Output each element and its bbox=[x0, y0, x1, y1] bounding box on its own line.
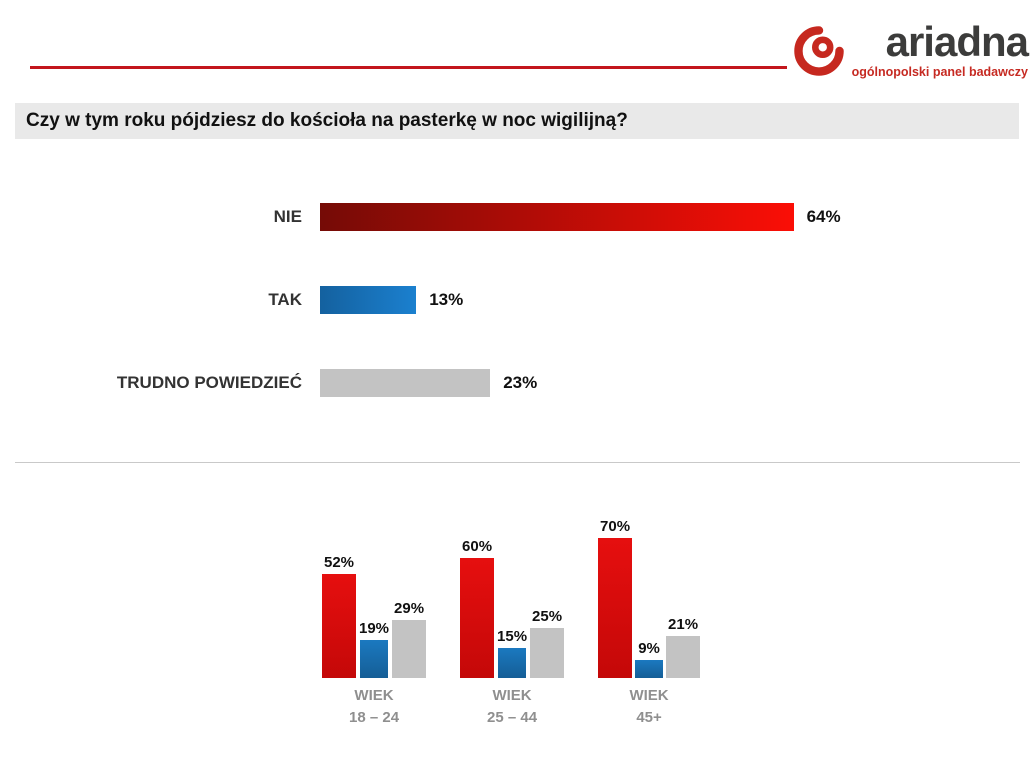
group-label-line2: 25 – 44 bbox=[487, 709, 538, 726]
bar-column: 9% bbox=[635, 640, 664, 678]
value-label: 29% bbox=[394, 600, 425, 617]
group-label-line2: 18 – 24 bbox=[348, 709, 400, 726]
section-divider bbox=[15, 462, 1020, 463]
ariadna-logo: ariadna ogólnopolski panel badawczy bbox=[791, 18, 1029, 80]
value-label: 9% bbox=[638, 640, 660, 657]
group-label-line1: WIEK bbox=[492, 687, 532, 704]
value-label-tak: 13% bbox=[429, 290, 464, 309]
bar-cluster: 70% 9% 21% bbox=[598, 508, 701, 678]
question-title-bar: Czy w tym roku pójdziesz do kościoła na … bbox=[15, 103, 1019, 139]
bar-row-nie: NIE 64% bbox=[15, 203, 841, 231]
bar-tak bbox=[635, 660, 664, 678]
overall-results-chart: NIE 64% TAK 13% TRUDNO POWIEDZIEĆ 23% bbox=[15, 203, 841, 452]
bar-trudno-powiedziec bbox=[666, 636, 701, 678]
logo-text: ariadna ogólnopolski panel badawczy bbox=[851, 18, 1029, 80]
brand-name: ariadna bbox=[885, 18, 1029, 65]
age-group-45-plus: 70% 9% 21% WIEK 45+ bbox=[598, 508, 701, 729]
header-accent-line bbox=[30, 66, 787, 69]
bar-column: 19% bbox=[359, 620, 389, 678]
bar-tak bbox=[498, 648, 527, 678]
group-label: WIEK 25 – 44 bbox=[487, 685, 537, 729]
value-label: 52% bbox=[323, 554, 355, 571]
age-group-25-44: 60% 15% 25% WIEK 25 – 44 bbox=[460, 508, 565, 729]
group-label-line1: WIEK bbox=[354, 687, 394, 704]
bar-tak bbox=[320, 286, 417, 314]
question-title: Czy w tym roku pójdziesz do kościoła na … bbox=[26, 110, 628, 131]
bar-nie bbox=[598, 538, 633, 678]
age-breakdown-chart: 52% 19% 29% WIEK 18 – 24 60% bbox=[322, 508, 701, 729]
category-label-tak: TAK bbox=[268, 290, 302, 309]
group-label-line2: 45+ bbox=[636, 709, 662, 726]
bar-nie bbox=[320, 203, 794, 231]
value-label: 15% bbox=[497, 628, 528, 645]
group-label: WIEK 45+ bbox=[629, 685, 668, 729]
bar-trudno-powiedziec bbox=[530, 628, 565, 678]
bar-cluster: 60% 15% 25% bbox=[460, 508, 565, 678]
bar-trudno-powiedziec bbox=[320, 369, 491, 397]
bar-cluster: 52% 19% 29% bbox=[322, 508, 427, 678]
bar-column: 29% bbox=[392, 600, 427, 678]
group-label: WIEK 18 – 24 bbox=[349, 685, 399, 729]
value-label: 70% bbox=[600, 518, 631, 535]
bar-column: 52% bbox=[322, 554, 356, 678]
bar-trudno-powiedziec bbox=[392, 620, 427, 678]
bar-nie bbox=[322, 574, 356, 678]
bar-row-tak: TAK 13% bbox=[15, 286, 841, 314]
value-label: 19% bbox=[359, 620, 390, 637]
bar-column: 21% bbox=[666, 616, 701, 678]
value-label-nie: 64% bbox=[806, 207, 841, 226]
value-label: 60% bbox=[462, 538, 493, 555]
category-label-trudno-powiedziec: TRUDNO POWIEDZIEĆ bbox=[116, 373, 302, 392]
value-label: 25% bbox=[532, 608, 563, 625]
bar-column: 60% bbox=[460, 538, 495, 678]
bar-tak bbox=[360, 640, 389, 678]
age-group-18-24: 52% 19% 29% WIEK 18 – 24 bbox=[322, 508, 427, 729]
bar-column: 15% bbox=[497, 628, 527, 678]
brand-subtitle: ogólnopolski panel badawczy bbox=[851, 65, 1028, 79]
bar-nie bbox=[460, 558, 495, 678]
bar-column: 25% bbox=[530, 608, 565, 678]
bar-row-trudno-powiedziec: TRUDNO POWIEDZIEĆ 23% bbox=[15, 369, 841, 397]
group-label-line1: WIEK bbox=[629, 687, 669, 704]
ariadna-spiral-icon bbox=[793, 25, 844, 76]
value-label: 21% bbox=[668, 616, 699, 633]
bar-column: 70% bbox=[598, 518, 633, 678]
value-label-trudno-powiedziec: 23% bbox=[503, 373, 538, 392]
category-label-nie: NIE bbox=[273, 207, 302, 226]
